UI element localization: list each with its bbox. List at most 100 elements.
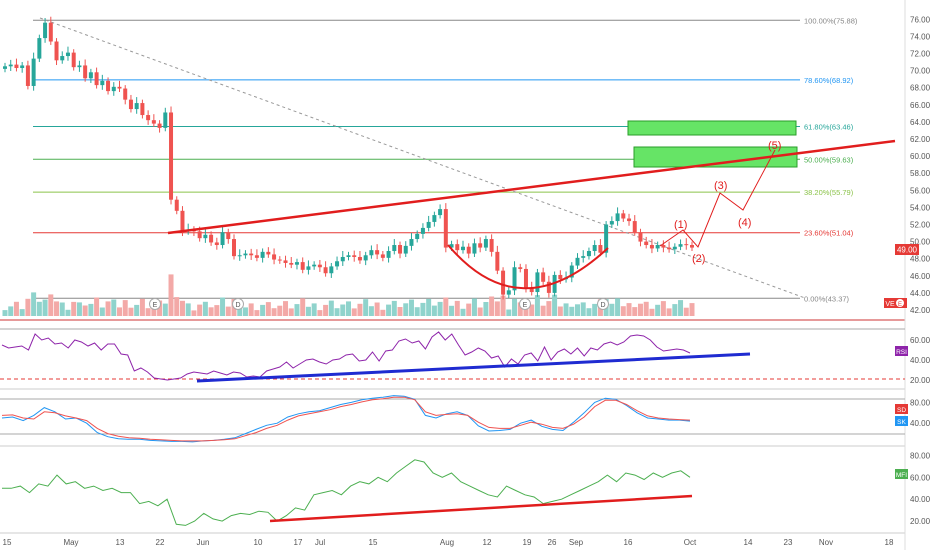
candle-body bbox=[214, 242, 219, 246]
volume-bar bbox=[363, 299, 369, 316]
price-tick-label: 44.00 bbox=[910, 289, 931, 298]
volume-bar bbox=[248, 303, 254, 316]
candle-body bbox=[254, 255, 259, 258]
candle-body bbox=[146, 115, 151, 121]
volume-bar bbox=[666, 308, 672, 316]
candle-body bbox=[3, 66, 7, 69]
price-tick-label: 58.00 bbox=[910, 169, 931, 178]
event-marker-earnings[interactable]: E bbox=[149, 298, 161, 310]
volume-bar bbox=[111, 299, 117, 316]
time-axis: 15 May 13 22 Jun 10 17 Jul 15 Aug 12 19 26 Sep 16 Oct 14… bbox=[3, 538, 894, 547]
stoch-d-line bbox=[1, 396, 691, 442]
indicator-tick-label: 80.00 bbox=[910, 398, 931, 407]
volume-bar bbox=[683, 307, 689, 316]
volume-bar bbox=[214, 305, 220, 316]
volume-bar bbox=[357, 303, 363, 316]
event-marker-dividend[interactable]: D bbox=[597, 298, 609, 310]
volume-bar bbox=[254, 310, 260, 316]
candle-body bbox=[403, 245, 408, 254]
volume-bar bbox=[242, 307, 248, 316]
candle-body bbox=[220, 232, 225, 246]
indicator-tick-label: 40.00 bbox=[910, 356, 931, 365]
last-price-badge bbox=[895, 244, 919, 255]
volume-bar bbox=[179, 300, 185, 316]
candle-body bbox=[203, 234, 208, 239]
candle-body bbox=[420, 227, 425, 234]
candle-body bbox=[684, 244, 689, 246]
volume-badge bbox=[884, 298, 907, 308]
volume-bar bbox=[225, 306, 231, 316]
volume-bar bbox=[643, 301, 649, 316]
wave-label-5: (5) bbox=[768, 140, 781, 152]
candle-body bbox=[621, 213, 626, 219]
volume-bar bbox=[529, 304, 535, 316]
candle-body bbox=[14, 64, 19, 69]
downtrend-line bbox=[39, 17, 806, 299]
mfi-badge bbox=[895, 469, 908, 479]
price-tick-label: 50.00 bbox=[910, 238, 931, 247]
candle-body bbox=[558, 274, 563, 280]
candle-body bbox=[541, 272, 546, 282]
volume-bar bbox=[145, 308, 151, 316]
volume-bar bbox=[592, 303, 598, 316]
volume-bar bbox=[368, 306, 374, 316]
volume-bar bbox=[185, 303, 191, 316]
volume-bar bbox=[168, 274, 174, 316]
volume-bars bbox=[2, 274, 695, 316]
candle-body bbox=[94, 72, 99, 86]
volume-bar bbox=[122, 300, 128, 316]
event-marker-earnings[interactable]: E bbox=[519, 298, 531, 310]
volume-bar bbox=[220, 297, 226, 316]
rsi-support-trendline bbox=[196, 352, 751, 383]
candle-body bbox=[523, 268, 528, 288]
volume-bar bbox=[105, 301, 111, 316]
candle-body bbox=[649, 245, 654, 249]
volume-bar bbox=[174, 297, 180, 316]
last-price-label: 49.00 bbox=[897, 246, 918, 255]
candle-body bbox=[100, 80, 105, 86]
candle-body bbox=[449, 244, 454, 248]
volume-bar bbox=[546, 301, 552, 316]
volume-bar bbox=[552, 294, 558, 316]
wave-label-1: (1) bbox=[674, 219, 687, 231]
volume-bar bbox=[260, 304, 266, 316]
volume-bar bbox=[563, 303, 569, 316]
svg-text:D: D bbox=[235, 302, 240, 309]
time-tick-label: 13 bbox=[116, 538, 125, 547]
candle-body bbox=[306, 266, 311, 270]
candle-body bbox=[461, 246, 465, 251]
time-tick-label: May bbox=[63, 538, 78, 547]
volume-bar bbox=[500, 295, 506, 316]
candle-body bbox=[609, 221, 614, 225]
volume-bar bbox=[2, 310, 8, 316]
volume-bar bbox=[351, 308, 357, 316]
candle-body bbox=[128, 99, 133, 110]
volume-bar bbox=[660, 301, 666, 316]
price-tick-label: 54.00 bbox=[910, 203, 931, 212]
volume-bar bbox=[449, 305, 455, 316]
candle-body bbox=[294, 262, 299, 265]
volume-bar bbox=[426, 298, 432, 316]
candle-body bbox=[71, 52, 76, 68]
candle-body bbox=[598, 245, 603, 253]
volume-bar bbox=[36, 301, 42, 316]
volume-bar bbox=[471, 298, 477, 316]
cup-pattern-arc bbox=[447, 244, 609, 290]
candle-body bbox=[65, 52, 70, 57]
time-tick-label: 17 bbox=[294, 538, 303, 547]
volume-bar bbox=[517, 302, 523, 316]
candle-body bbox=[375, 250, 380, 255]
volume-bar bbox=[42, 299, 48, 316]
candle-body bbox=[48, 22, 53, 42]
indicator-tick-label: 60.00 bbox=[910, 336, 931, 345]
volume-bar bbox=[569, 306, 575, 316]
volume-bar bbox=[443, 297, 449, 316]
event-marker-dividend[interactable]: D bbox=[232, 298, 244, 310]
volume-bar bbox=[13, 301, 19, 316]
price-tick-label: 70.00 bbox=[910, 67, 931, 76]
volume-bar bbox=[632, 307, 638, 316]
volume-bar bbox=[328, 300, 334, 316]
price-tick-label: 66.00 bbox=[910, 101, 931, 110]
